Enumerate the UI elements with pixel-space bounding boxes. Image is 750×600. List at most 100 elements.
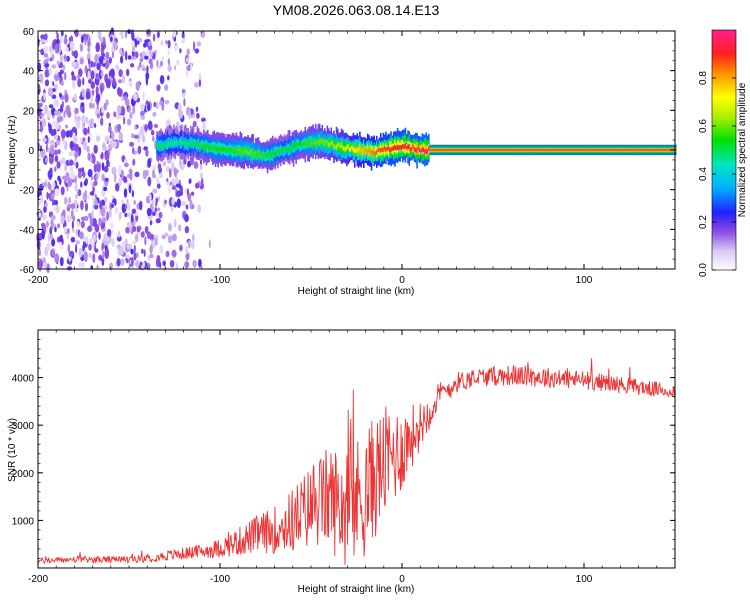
spectrogram-cell [43,45,49,54]
spectrogram-cell [261,151,264,162]
spectrogram-cell [643,149,646,151]
spectrogram-cell [338,142,340,147]
spectrogram-cell [45,243,51,252]
x-tick-label: 100 [576,574,593,585]
spectrogram-cell [275,150,278,155]
spectrogram-cell [181,37,186,44]
spectrogram-cell [49,233,54,241]
spectrogram-cell [625,149,628,151]
spectrogram-cell [665,149,668,151]
spectrogram-cell [155,257,160,268]
spectrogram-cell [456,149,459,151]
spectrogram-cell [606,149,608,151]
spectrogram-cell [425,149,427,155]
spectrogram-cell [636,149,638,151]
spectrogram-cell [102,217,107,223]
spectrogram-cell [365,148,368,152]
spectrogram-cell [192,259,197,268]
spectrogram-cell [269,151,271,163]
spectrogram-cell [194,82,199,88]
spectrogram-cell [200,30,206,38]
spectrogram-cell [71,71,75,77]
spectrogram-cell [155,218,161,224]
spectrogram-cell [602,149,604,151]
spectrogram-cell [135,81,140,92]
spectrogram-cell [171,177,175,187]
spectrogram-cell [100,207,106,217]
spectrogram-cell [59,234,63,242]
spectrogram-cell [269,151,271,156]
spectrogram-cell [182,141,184,145]
spectrogram-cell [350,148,352,152]
spectrogram-cell [105,78,111,89]
spectrogram-cell [242,150,244,155]
spectrogram-cell [542,149,544,151]
spectrogram-cell [159,172,163,179]
spectrogram-cell [71,150,75,157]
spectrogram-cell [158,143,161,148]
spectrogram-cell [632,149,634,151]
spectrogram-cell [75,244,78,254]
spectrogram-cell [43,33,48,41]
spectrogram-cell [390,147,392,153]
spectrogram-cell [587,149,590,151]
spectrogram-cell [580,149,582,151]
spectrogram-cell [229,147,231,153]
spectrogram-cell [181,141,183,147]
spectrogram-cell [246,149,248,154]
spectrogram-cell [612,149,615,151]
spectrogram-cell [525,149,528,151]
spectrogram-cell [385,147,387,153]
spectrogram-cell [120,169,124,179]
spectrogram-cell [104,152,110,161]
spectrogram-cell [142,67,147,72]
spectrogram-cell [116,235,122,242]
spectrogram-cell [483,149,486,151]
spectrogram-cell [300,141,303,146]
spectrogram-cell [141,114,145,120]
spectrogram-cell [41,229,45,240]
spectrogram-cell [48,67,52,76]
spectrogram-cell [82,108,85,114]
spectrogram-cell [46,191,49,200]
spectrogram-cell [333,143,335,149]
spectrogram-cell [43,38,48,44]
spectrogram-cell [493,149,495,151]
spectrogram-cell [233,147,235,153]
spectrogram-cell [176,59,180,66]
spectrogram-cell [214,146,217,152]
spectrogram-cell [490,149,492,151]
spectrogram-cell [273,150,275,155]
spectrogram-cell [296,143,299,148]
spectrogram-cell [424,149,426,154]
spectrogram-cell [91,89,95,97]
spectrogram-cell [103,146,108,151]
colorbar-tick-label: 0.0 [698,263,709,277]
spectrogram-cell [82,77,85,86]
spectrogram-cell [194,138,196,147]
spectrogram-cell [146,50,149,56]
spectrogram-cell [139,126,145,136]
spectrogram-cell [155,197,159,204]
spectrogram-cell [144,226,149,234]
spectrogram-cell [91,239,95,249]
spectrogram-cell [433,149,435,151]
spectrogram-cell [190,62,193,71]
x-tick-label: -100 [210,574,230,585]
spectrogram-cell [59,256,64,267]
spectrogram-cell [126,244,131,250]
spectrogram-cell [260,151,262,161]
spectrogram-cell [321,137,323,150]
spectrogram-cell [487,149,490,151]
spectrogram-cell [43,53,49,58]
spectrogram-cell [38,73,44,84]
spectrogram-cell [239,148,242,155]
spectrogram-cell [204,145,206,150]
spectrogram-cell [516,149,518,151]
spectrogram-cell [144,236,147,246]
spectrogram-cell [131,40,135,48]
spectrogram-cell [664,149,667,151]
spectrogram-cell [178,139,180,143]
spectrogram-cell [54,207,59,212]
spectrogram-cell [67,179,72,187]
